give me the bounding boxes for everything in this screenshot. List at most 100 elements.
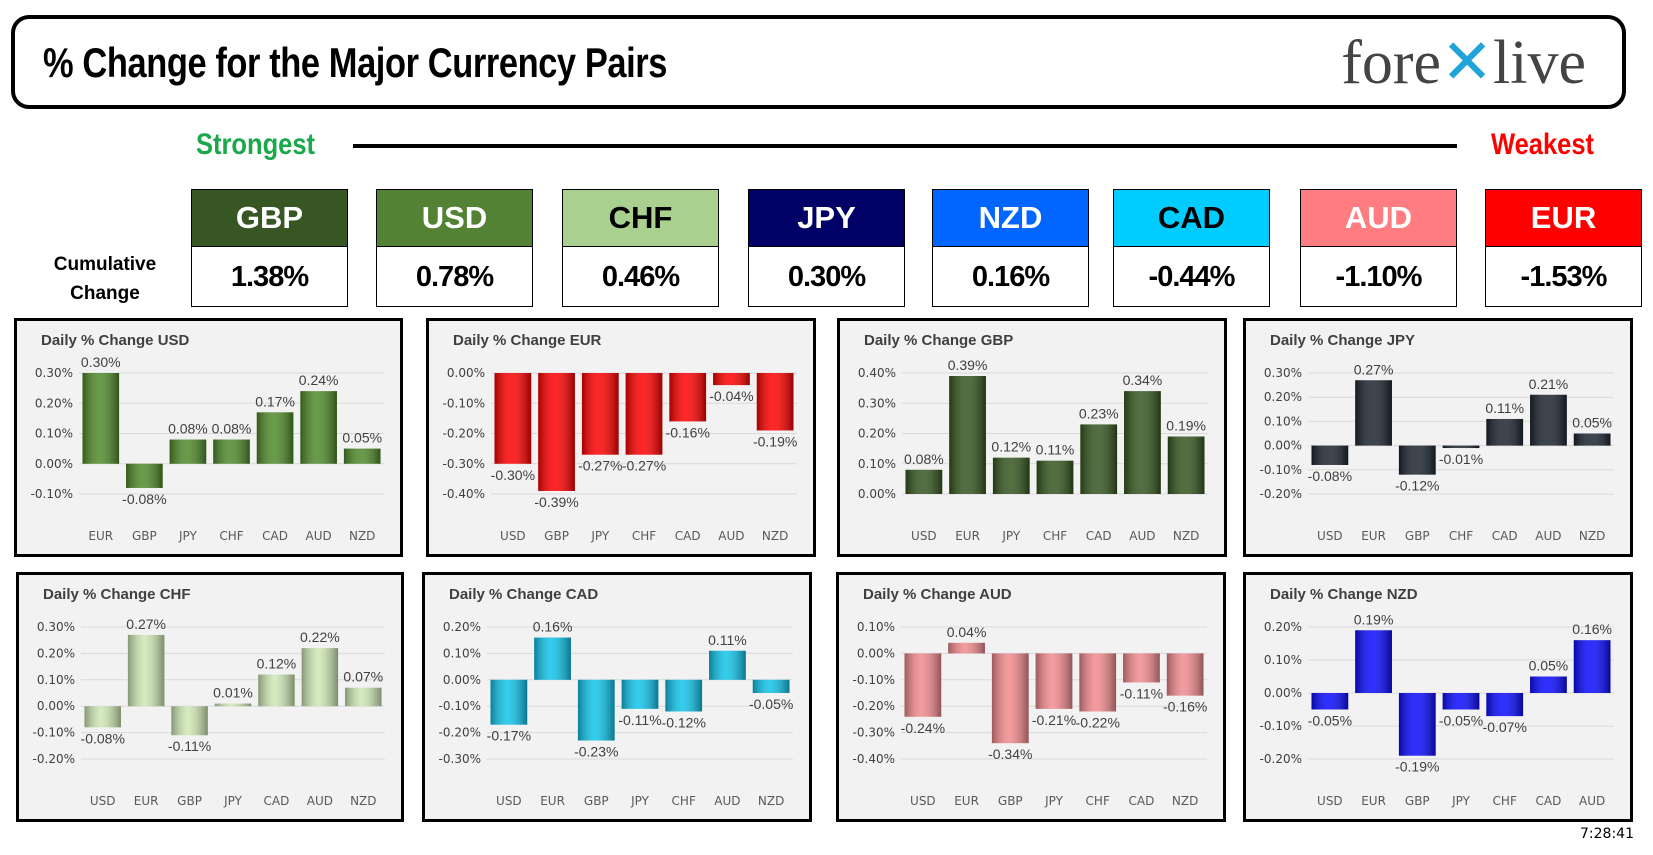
x-tick-label: EUR	[88, 529, 113, 543]
currency-header: USD	[377, 190, 532, 247]
data-label: -0.19%	[753, 433, 797, 449]
y-tick-label: 0.00%	[1264, 686, 1302, 700]
bar-shading	[1398, 445, 1436, 475]
cumulative-value: -1.53%	[1520, 261, 1608, 293]
x-tick-label: AUD	[307, 794, 333, 808]
cumulative-value: 0.16%	[971, 261, 1050, 293]
y-tick-label: -0.10%	[1260, 463, 1302, 477]
bar-shading	[1530, 676, 1567, 693]
chart-cad: Daily % Change CAD 0.20% 0.10% 0.00% -0.10% -…	[422, 572, 812, 822]
data-label: -0.34%	[988, 746, 1032, 762]
x-tick-label: EUR	[540, 794, 565, 808]
y-tick-label: 0.00%	[858, 487, 896, 501]
currency-header: GBP	[192, 190, 347, 247]
y-tick-label: -0.40%	[853, 752, 895, 766]
y-tick-label: -0.30%	[443, 457, 485, 471]
bar-shading	[949, 376, 986, 494]
bar-shading	[343, 448, 381, 464]
bar-shading	[126, 463, 163, 488]
bar-shading	[214, 703, 252, 707]
x-tick-label: CAD	[1086, 529, 1112, 543]
bar-shading	[1166, 653, 1204, 696]
bar-shading	[756, 373, 794, 431]
page-title: % Change for the Major Currency Pairs	[43, 39, 668, 86]
y-tick-label: -0.20%	[33, 752, 75, 766]
bar-shading	[904, 653, 942, 717]
y-tick-label: -0.40%	[443, 487, 485, 501]
data-label: 0.34%	[1123, 372, 1163, 388]
bar-shading	[1311, 693, 1349, 710]
bar-shading	[1442, 693, 1480, 710]
x-tick-label: GBP	[132, 529, 157, 543]
x-tick-label: AUD	[718, 529, 744, 543]
x-tick-label: CAD	[262, 529, 288, 543]
data-label: 0.16%	[1572, 621, 1612, 637]
x-tick-label: USD	[1317, 529, 1343, 543]
data-label: -0.23%	[574, 744, 618, 760]
y-tick-label: -0.10%	[853, 673, 895, 687]
data-label: -0.11%	[618, 712, 661, 728]
data-label: 0.08%	[212, 421, 252, 437]
data-label: 0.11%	[1036, 442, 1075, 458]
data-label: -0.22%	[1076, 714, 1120, 730]
data-label: -0.05%	[1308, 713, 1352, 729]
data-label: 0.05%	[342, 430, 382, 446]
bar-shading	[1486, 418, 1524, 446]
data-label: -0.11%	[1120, 685, 1163, 701]
bar-shading	[709, 650, 746, 680]
currency-header: EUR	[1486, 190, 1641, 247]
data-label: -0.08%	[122, 491, 166, 507]
currency-header: NZD	[933, 190, 1088, 247]
x-tick-label: CAD	[675, 529, 701, 543]
bar-shading	[1123, 653, 1160, 683]
y-tick-label: 0.20%	[1264, 620, 1302, 634]
data-label: -0.16%	[1163, 699, 1207, 715]
y-tick-label: 0.20%	[1264, 390, 1302, 404]
bar-shading	[1167, 436, 1205, 494]
y-tick-label: -0.20%	[1260, 752, 1302, 766]
data-label: -0.05%	[749, 696, 793, 712]
data-label: -0.12%	[1395, 478, 1439, 494]
bar-shading	[1573, 640, 1611, 693]
x-tick-label: CHF	[1493, 794, 1517, 808]
x-tick-label: JPY	[1044, 794, 1064, 808]
data-label: 0.07%	[343, 669, 383, 685]
bar-shading	[992, 457, 1030, 494]
data-label: -0.07%	[1483, 719, 1527, 735]
cumulative-value: 0.78%	[415, 261, 494, 293]
header-banner: % Change for the Major Currency Pairs fo…	[11, 15, 1626, 109]
bar-shading	[621, 679, 659, 709]
x-tick-label: USD	[500, 529, 526, 543]
x-tick-label: AUD	[714, 794, 740, 808]
data-label: -0.24%	[901, 720, 945, 736]
bar-shading	[127, 634, 165, 707]
currency-header: CHF	[563, 190, 718, 247]
y-tick-label: 0.00%	[35, 457, 73, 471]
cumulative-cell-gbp: GBP 1.38%	[191, 189, 348, 307]
y-tick-label: 0.10%	[35, 427, 73, 441]
x-tick-label: CHF	[672, 794, 696, 808]
x-tick-label: CAD	[264, 794, 290, 808]
x-tick-label: AUD	[1579, 794, 1605, 808]
data-label: -0.05%	[1439, 713, 1483, 729]
x-tick-label: CHF	[1086, 794, 1110, 808]
y-tick-label: 0.10%	[443, 646, 481, 660]
bar-shading	[577, 679, 615, 741]
y-tick-label: 0.10%	[1264, 414, 1302, 428]
chart-title: Daily % Change JPY	[1270, 332, 1415, 349]
bar-shading	[169, 439, 207, 464]
x-tick-label: USD	[911, 529, 937, 543]
chart-title: Daily % Change GBP	[864, 332, 1013, 349]
bar-shading	[1036, 460, 1074, 494]
x-tick-label: JPY	[223, 794, 243, 808]
bar-shading	[345, 687, 382, 707]
bar-shading	[1311, 445, 1349, 465]
strength-scale-line	[353, 144, 1457, 148]
x-tick-label: NZD	[1579, 529, 1605, 543]
bar-shading	[301, 648, 339, 707]
data-label: 0.30%	[81, 354, 121, 370]
data-label: 0.17%	[255, 393, 295, 409]
bar-shading	[1398, 693, 1436, 756]
x-tick-label: CHF	[1043, 529, 1067, 543]
bar-shading	[213, 439, 250, 464]
